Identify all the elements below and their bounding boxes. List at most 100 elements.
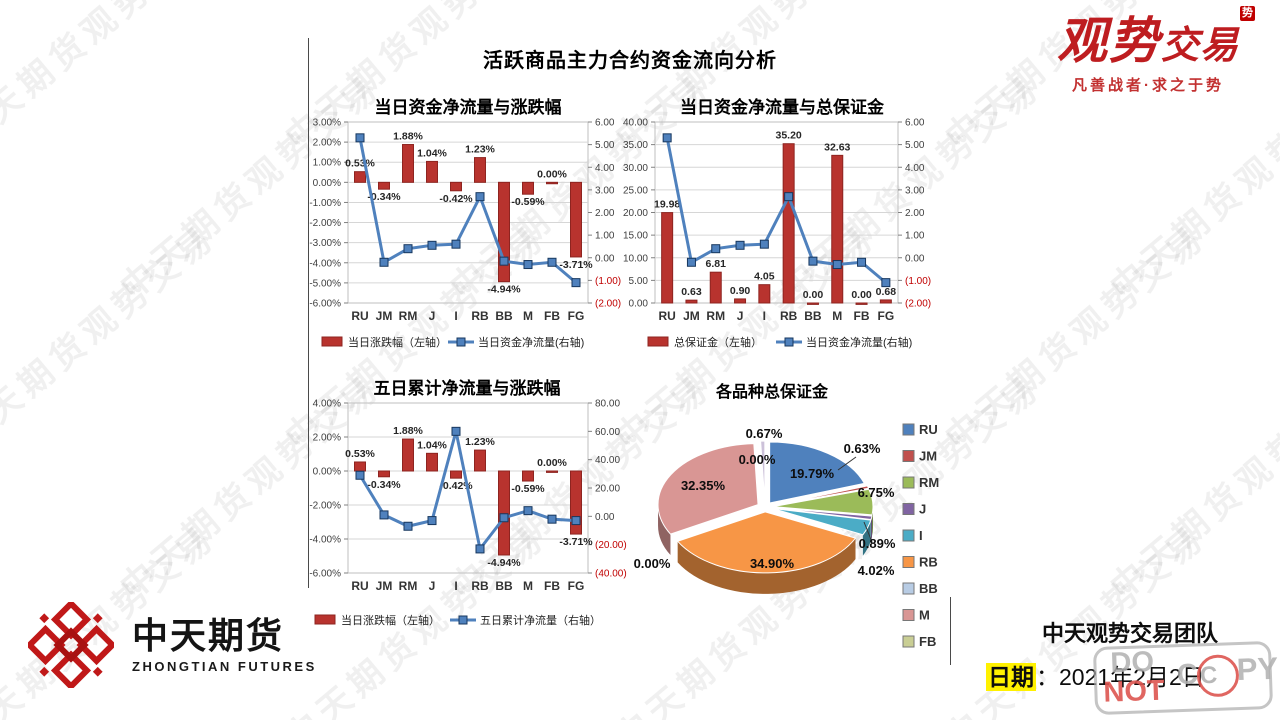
svg-text:0.00: 0.00	[595, 253, 615, 264]
marker-M	[523, 506, 533, 516]
bar-M	[522, 181, 534, 195]
svg-text:1.23%: 1.23%	[465, 144, 495, 156]
svg-text:J: J	[919, 502, 926, 517]
svg-text:JM: JM	[683, 309, 700, 323]
marker-I	[451, 426, 461, 436]
do-not-copy-stamp: DO NOT C C PY	[1092, 640, 1279, 716]
marker-M	[523, 260, 533, 270]
marker-I	[451, 239, 461, 249]
date-colon: ：	[1036, 664, 1059, 690]
svg-text:J: J	[429, 309, 436, 323]
marker-FG	[571, 278, 581, 288]
bar-RM	[709, 271, 722, 304]
svg-text:J: J	[737, 309, 744, 323]
bar-FB	[546, 470, 558, 473]
marker-J	[427, 240, 437, 250]
svg-text:30.00: 30.00	[623, 163, 648, 174]
svg-text:1.88%: 1.88%	[393, 425, 423, 437]
svg-text:4.05: 4.05	[754, 271, 775, 283]
svg-text:0.53%: 0.53%	[345, 448, 375, 460]
svg-text:RB: RB	[919, 555, 938, 570]
svg-text:32.63: 32.63	[824, 141, 850, 153]
marker-RB	[475, 544, 485, 554]
svg-text:3.00: 3.00	[595, 185, 615, 196]
logo-text-main: 观势	[1056, 11, 1161, 70]
pie-legend-swatch-RU	[902, 423, 915, 436]
svg-text:M: M	[523, 309, 533, 323]
svg-text:RU: RU	[658, 309, 675, 323]
marker-J	[427, 516, 437, 526]
svg-text:(2.00): (2.00)	[905, 299, 931, 310]
marker-JM	[379, 257, 389, 267]
marker-J	[735, 240, 745, 250]
bar-BB	[498, 470, 510, 556]
bar-J	[426, 452, 438, 472]
svg-text:(2.00): (2.00)	[595, 299, 621, 310]
company-name-en: ZHONGTIAN FUTURES	[132, 658, 317, 674]
svg-text:-2.00%: -2.00%	[309, 501, 341, 512]
bar-RB	[474, 157, 486, 183]
svg-text:JM: JM	[376, 309, 393, 323]
svg-text:19.98: 19.98	[654, 199, 680, 211]
svg-text:32.35%: 32.35%	[681, 478, 726, 493]
marker-RM	[711, 244, 721, 254]
stamp-word-py: PY	[1236, 650, 1279, 688]
svg-text:4.00: 4.00	[595, 163, 615, 174]
bar-RU	[354, 171, 366, 183]
svg-text:-6.00%: -6.00%	[309, 569, 341, 580]
svg-text:35.00: 35.00	[623, 140, 648, 151]
pie-legend-swatch-FB	[902, 635, 915, 648]
svg-text:RM: RM	[399, 579, 418, 593]
svg-text:2.00%: 2.00%	[313, 433, 341, 444]
svg-text:0.00%: 0.00%	[634, 556, 671, 571]
svg-text:总保证金（左轴）: 总保证金（左轴）	[674, 335, 762, 349]
svg-text:FB: FB	[544, 579, 560, 593]
bar-RU	[354, 461, 366, 472]
bar-FB	[855, 302, 868, 305]
marker-FG	[881, 278, 891, 288]
marker-JM	[686, 257, 696, 267]
svg-text:0.53%: 0.53%	[345, 158, 375, 170]
svg-text:RU: RU	[919, 422, 938, 437]
svg-text:I: I	[454, 309, 457, 323]
bar-FB	[546, 181, 558, 185]
chart1-title: 当日资金净流量与涨跌幅	[374, 98, 562, 117]
svg-text:RU: RU	[351, 579, 368, 593]
marker-FG	[571, 516, 581, 526]
copyright-circle-icon: C	[1196, 654, 1240, 698]
svg-text:1.04%: 1.04%	[417, 147, 447, 159]
svg-text:6.00: 6.00	[905, 118, 925, 129]
svg-text:RU: RU	[351, 309, 368, 323]
svg-text:5.00: 5.00	[905, 140, 925, 151]
svg-text:0.00: 0.00	[905, 253, 925, 264]
svg-text:10.00: 10.00	[623, 253, 648, 264]
svg-text:-3.71%: -3.71%	[559, 259, 593, 271]
pie-slice-RM	[772, 488, 874, 516]
date-label: 日期	[986, 663, 1036, 691]
svg-text:J: J	[429, 579, 436, 593]
bar-BB	[498, 181, 510, 283]
bar-RU	[661, 212, 674, 304]
marker-FB	[547, 514, 557, 524]
svg-text:60.00: 60.00	[595, 427, 620, 438]
svg-text:-0.42%: -0.42%	[439, 193, 473, 205]
svg-text:2.00: 2.00	[595, 208, 615, 219]
bar-M	[522, 470, 534, 482]
red-seal-icon: 势	[1240, 6, 1255, 21]
logo-text-sub: 交易	[1160, 22, 1239, 67]
marker-FB	[857, 257, 867, 267]
svg-text:BB: BB	[495, 309, 513, 323]
svg-text:FB: FB	[544, 309, 560, 323]
legend-bar-swatch	[647, 336, 669, 347]
svg-text:当日资金净流量(右轴): 当日资金净流量(右轴)	[806, 335, 912, 349]
marker-RB	[784, 192, 794, 202]
bar-I	[450, 470, 462, 479]
svg-text:40.00: 40.00	[623, 118, 648, 129]
svg-text:3.00: 3.00	[905, 185, 925, 196]
main-title: 活跃商品主力合约资金流向分析	[483, 50, 777, 72]
svg-text:BB: BB	[495, 579, 513, 593]
pie-legend-swatch-BB	[902, 582, 915, 595]
svg-text:0.90: 0.90	[730, 285, 751, 297]
svg-text:0.00%: 0.00%	[313, 178, 341, 189]
chart-total-margin-by-product: 19.79% 0.63% 6.75% 0.89% 4.02% 34.90% 0.00% 32.…	[634, 422, 940, 649]
